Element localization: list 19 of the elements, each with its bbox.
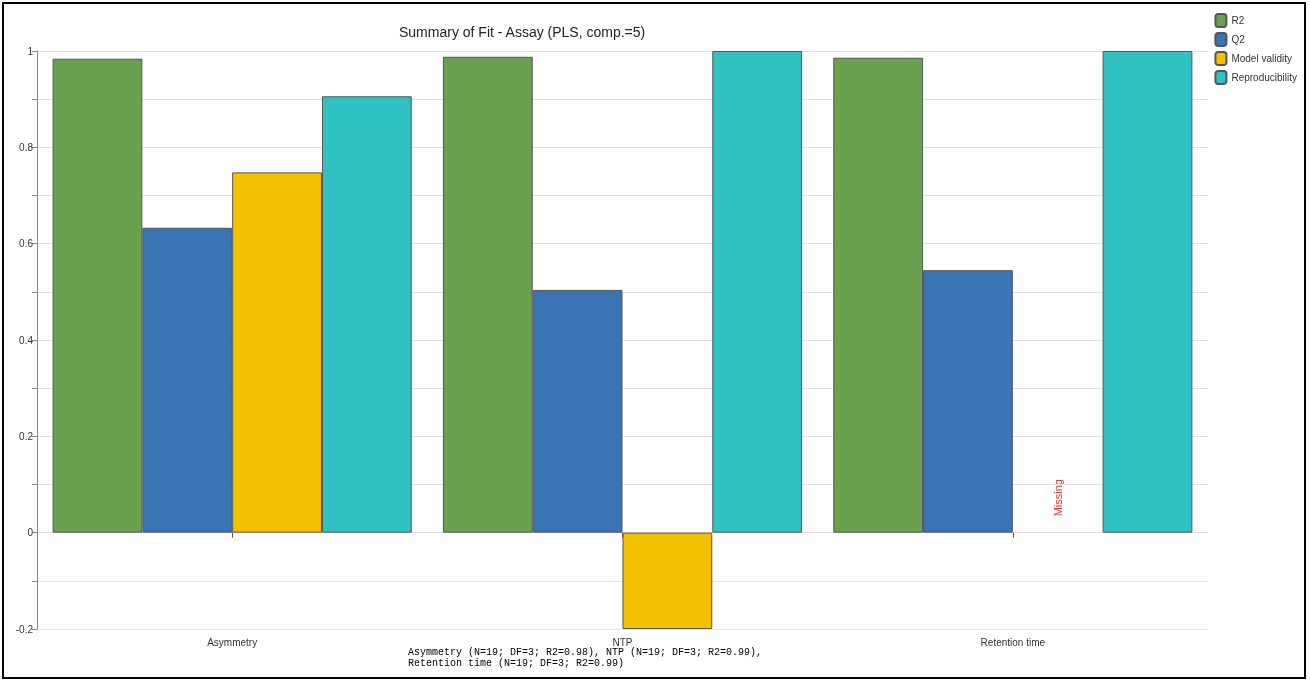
annotation: Missing [1051, 479, 1064, 517]
chart-title: Summary of Fit - Assay (PLS, comp.=5) [399, 24, 646, 40]
y-tick-label: 0.8 [19, 141, 34, 153]
y-tick-label: 0.6 [19, 238, 34, 250]
x-tick-label: Asymmetry [207, 636, 258, 648]
bar [712, 51, 803, 533]
bar [1102, 51, 1193, 533]
legend-label: Q2 [1231, 34, 1246, 45]
legend-label: Reproducibility [1231, 72, 1298, 83]
x-tick-label: NTP [612, 636, 633, 648]
text: Asymmetry (N=19; DF=3; R2=0.98), NTP (N=19; DF=3; R2=0.99), Retention time (N=19; DF=3; R2=0.99) [408, 647, 763, 669]
y-tick-label: -0.2 [15, 623, 34, 635]
y-tick-label: 0 [27, 527, 34, 539]
y-tick-label: 1 [27, 45, 34, 57]
y-tick-label: 0.2 [19, 430, 34, 442]
x-tick-label: Retention time [980, 636, 1046, 648]
legend-label: R2 [1231, 15, 1245, 26]
y-tick-label: 0.4 [19, 334, 34, 346]
legend-label: Model validity [1231, 53, 1293, 64]
